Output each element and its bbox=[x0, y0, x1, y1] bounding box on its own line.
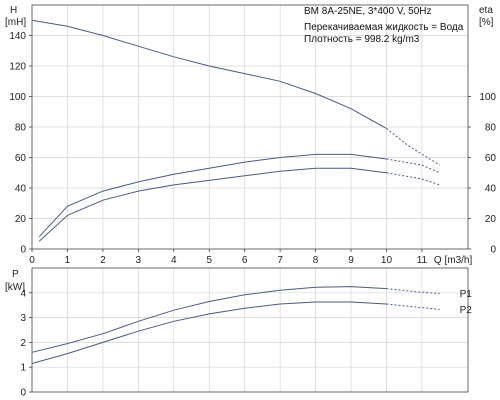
liquid-note: Перекачиваемая жидкость = Вода bbox=[304, 22, 464, 33]
top-ytick-label: 60 bbox=[15, 153, 27, 164]
top-xtick-label: 9 bbox=[348, 255, 354, 266]
top-y2tick-label: 80 bbox=[485, 123, 497, 134]
p2-series-label: P2 bbox=[460, 305, 473, 316]
eta-lower-curve bbox=[38, 167, 387, 242]
top-y2label-line2: [%] bbox=[479, 17, 494, 28]
top-ytick-label: 80 bbox=[15, 123, 27, 134]
bottom-ytick-label: 3 bbox=[20, 313, 26, 324]
eta-upper-curve-extension bbox=[386, 158, 440, 174]
top-xtick-label: 11 bbox=[417, 255, 428, 266]
bottom-plot-frame bbox=[31, 267, 469, 393]
density-note: Плотность = 998.2 kg/m3 bbox=[304, 34, 420, 45]
top-ytick-label: 120 bbox=[9, 62, 26, 73]
bottom-ytick-label: 2 bbox=[20, 338, 26, 349]
top-ytick-label: 140 bbox=[9, 31, 26, 42]
power-panel: 0 1 2 3 4 P1 P2 P [kW] bbox=[5, 267, 473, 399]
H-curve bbox=[31, 19, 387, 129]
top-xtick-label: 0 bbox=[29, 255, 35, 266]
top-y2tick-label: 100 bbox=[479, 92, 496, 103]
top-xtick-label: 3 bbox=[136, 255, 142, 266]
p1-curve bbox=[31, 286, 387, 353]
top-y2tick-label: 20 bbox=[485, 214, 497, 225]
eta-upper-curve bbox=[38, 153, 387, 238]
head-efficiency-panel: 0 20 40 60 80 100 120 140 0 20 40 60 80 100 0 1 2 3 4 5 6 7… bbox=[5, 4, 497, 266]
top-ytick-label: 100 bbox=[9, 92, 26, 103]
H-curve-extension bbox=[386, 128, 440, 166]
top-y2label-line1: eta bbox=[479, 5, 493, 16]
top-xtick-label: 8 bbox=[313, 255, 319, 266]
p2-curve-extension bbox=[386, 303, 440, 310]
top-xtick-label: 5 bbox=[206, 255, 212, 266]
top-y2tick-label: 0 bbox=[490, 245, 496, 256]
eta-lower-curve-extension bbox=[386, 172, 440, 186]
xaxis-label: Q [m3/h] bbox=[434, 255, 473, 266]
bottom-ytick-label: 4 bbox=[20, 288, 26, 299]
p1-curve-extension bbox=[386, 288, 440, 294]
top-ytick-label: 20 bbox=[15, 214, 27, 225]
top-xtick-label: 7 bbox=[277, 255, 283, 266]
top-xtick-label: 1 bbox=[65, 255, 71, 266]
top-xtick-label: 10 bbox=[381, 255, 393, 266]
p2-curve bbox=[31, 301, 387, 364]
top-ytick-label: 0 bbox=[20, 245, 26, 256]
top-xtick-label: 4 bbox=[171, 255, 177, 266]
top-ylabel-line1: H bbox=[10, 5, 17, 16]
top-y2tick-label: 40 bbox=[485, 184, 497, 195]
chart-title: BM 8A-25NE, 3*400 V, 50Hz bbox=[304, 6, 431, 17]
bottom-ytick-label: 0 bbox=[20, 388, 26, 399]
top-ylabel-line2: [mH] bbox=[5, 17, 26, 28]
bottom-ylabel-line1: P bbox=[12, 269, 19, 280]
bottom-ytick-label: 1 bbox=[20, 363, 26, 374]
top-xtick-label: 6 bbox=[242, 255, 248, 266]
bottom-ylabel-line2: [kW] bbox=[5, 282, 25, 293]
top-xtick-label: 2 bbox=[100, 255, 106, 266]
top-y2tick-label: 60 bbox=[485, 153, 497, 164]
p1-series-label: P1 bbox=[460, 289, 473, 300]
top-ytick-label: 40 bbox=[15, 184, 27, 195]
